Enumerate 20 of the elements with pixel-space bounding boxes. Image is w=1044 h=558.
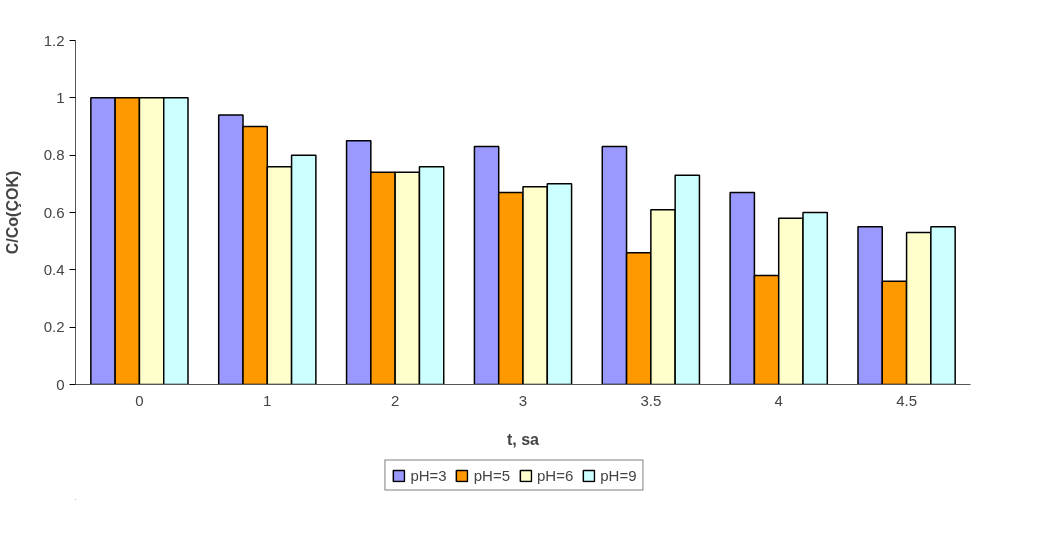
x-tick-label: 0	[135, 391, 144, 409]
x-tick-label: 3	[518, 391, 528, 409]
x-tick-label: 1	[263, 391, 272, 409]
y-tick-label: 0	[56, 375, 65, 393]
x-tick-label: 2	[390, 391, 400, 409]
y-tick-label: 1	[56, 88, 65, 106]
legend-label: pH=9	[600, 466, 637, 484]
y-tick-label: 0.8	[43, 146, 65, 164]
y-tick-label: 0.2	[43, 318, 65, 336]
x-tick-label: 4	[774, 391, 783, 409]
y-axis-title: C/Co(ÇOK)	[3, 170, 21, 255]
x-tick-label: 4.5	[896, 391, 917, 409]
legend-label: pH=5	[473, 466, 510, 484]
x-axis-title: t, sa	[506, 430, 540, 448]
legend-label: pH=6	[537, 466, 574, 484]
legend-label: pH=3	[410, 466, 447, 484]
y-tick-label: 0.6	[43, 203, 65, 221]
x-tick-label: 3.5	[640, 391, 662, 409]
y-tick-label: 0.4	[43, 260, 65, 278]
y-tick-label: 1.2	[43, 31, 65, 49]
